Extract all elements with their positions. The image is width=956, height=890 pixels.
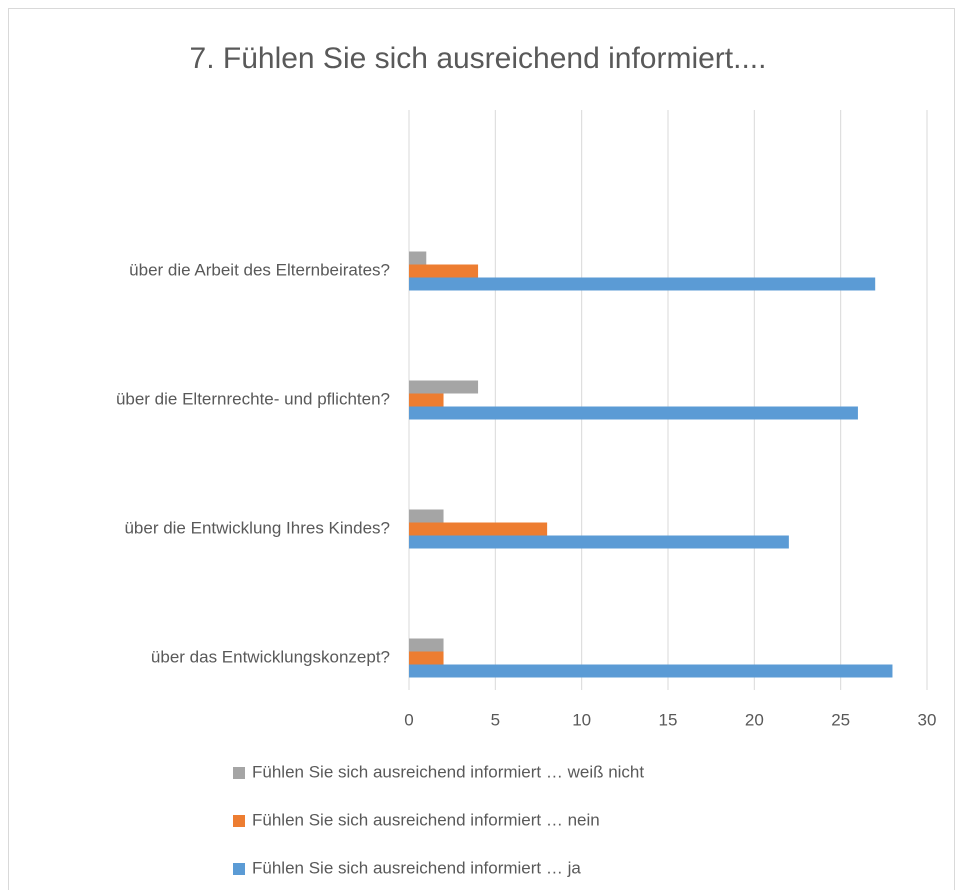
legend-label: Fühlen Sie sich ausreichend informiert …… <box>252 762 644 781</box>
bar <box>409 251 427 265</box>
bar <box>409 522 548 536</box>
bar <box>409 264 479 278</box>
x-tick-label: 20 <box>745 710 764 729</box>
bar <box>409 380 479 394</box>
legend-swatch <box>233 767 245 779</box>
x-tick-label: 5 <box>491 710 500 729</box>
x-tick-label: 0 <box>404 710 413 729</box>
bar <box>409 277 876 291</box>
bar <box>409 651 444 665</box>
x-tick-label: 25 <box>831 710 850 729</box>
y-tick-label: über die Entwicklung Ihres Kindes? <box>124 518 390 537</box>
x-tick-label: 10 <box>572 710 591 729</box>
bar <box>409 638 444 652</box>
bar <box>409 535 789 549</box>
y-tick-label: über die Elternrechte- und pflichten? <box>116 389 390 408</box>
legend-label: Fühlen Sie sich ausreichend informiert …… <box>252 810 600 829</box>
bar <box>409 664 893 678</box>
y-tick-label: über das Entwicklungskonzept? <box>151 647 390 666</box>
x-tick-label: 30 <box>918 710 937 729</box>
legend-swatch <box>233 863 245 875</box>
legend-swatch <box>233 815 245 827</box>
x-tick-label: 15 <box>659 710 678 729</box>
bar <box>409 393 444 407</box>
chart-border <box>8 8 955 890</box>
bar <box>409 509 444 523</box>
bar <box>409 406 858 420</box>
legend-label: Fühlen Sie sich ausreichend informiert …… <box>252 858 581 877</box>
chart-title: 7. Fühlen Sie sich ausreichend informier… <box>190 42 767 75</box>
y-tick-label: über die Arbeit des Elternbeirates? <box>129 260 390 279</box>
